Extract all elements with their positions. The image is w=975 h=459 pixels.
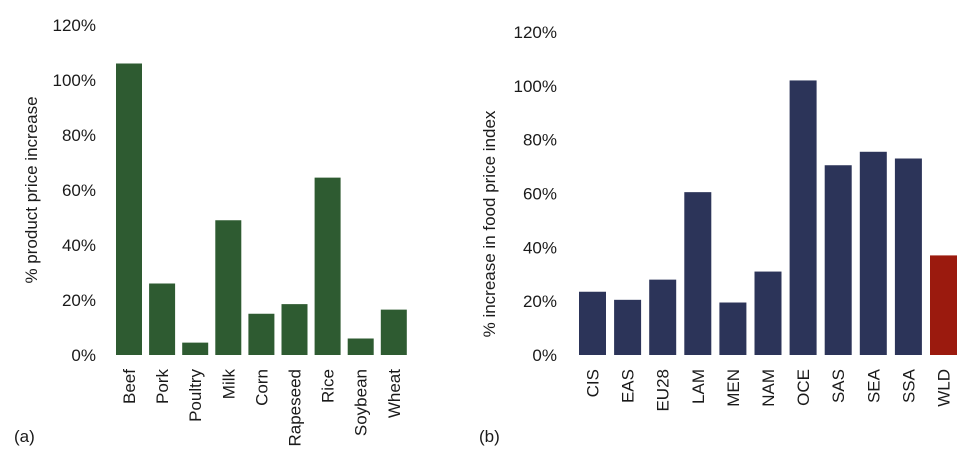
x-tick-label: Beef [120,369,139,404]
bar-milk [215,220,242,355]
bar-soybean [347,338,374,355]
x-tick-label: Soybean [352,369,371,436]
y-tick-label: 60% [62,181,96,200]
x-tick-label: SSA [899,368,918,403]
x-tick-label: SEA [864,368,883,403]
bar-corn [248,313,275,355]
chart-panel-b: % increase in food price index 0% 20% 40% 6… [479,23,957,446]
bar-rapeseed [281,304,308,355]
bar-eas [614,299,642,355]
y-axis-label: % increase in food price index [480,110,499,337]
x-tick-label: Pork [153,369,172,404]
x-tick-label: NAM [759,369,778,407]
bar-lam [684,192,712,355]
x-tick-label: Rapeseed [286,369,305,447]
y-tick-label: 120% [514,23,557,42]
y-tick-label: 20% [62,291,96,310]
y-tick-label: 40% [523,238,557,257]
x-tick-label: Poultry [186,369,205,422]
bar-pork [149,283,176,355]
x-tick-label: Rice [319,369,338,403]
bar-poultry [182,342,209,355]
x-axis-ticks: CIS EAS EU28 LAM MEN NAM OCE SAS SEA SSA WLD [584,368,954,411]
y-tick-label: 100% [514,77,557,96]
x-tick-label: Milk [219,369,238,400]
x-tick-label: OCE [794,369,813,406]
x-tick-label: Wheat [385,369,404,418]
bar-nam [754,271,782,355]
bar-wld [930,255,957,355]
y-tick-label: 100% [53,71,96,90]
bar-sea [859,151,887,355]
bar-cis [579,291,606,355]
y-tick-label: 0% [532,346,557,365]
y-axis-ticks: 0% 20% 40% 60% 80% 100% 120% [514,23,557,365]
y-tick-label: 80% [523,131,557,150]
x-tick-label: SAS [829,369,848,403]
x-tick-label: EAS [619,369,638,403]
bar-rice [314,177,341,355]
y-axis-ticks: 0% 20% 40% 60% 80% 100% 120% [53,16,96,365]
x-tick-label: EU28 [654,369,673,412]
y-tick-label: 40% [62,236,96,255]
x-tick-label: Corn [252,369,271,406]
bar-oce [789,80,817,355]
panel-label: (a) [14,427,35,446]
y-tick-label: 20% [523,292,557,311]
bar-series [116,63,407,355]
y-tick-label: 60% [523,185,557,204]
x-tick-label: WLD [935,369,954,407]
bar-sas [824,165,852,355]
bar-ssa [894,158,922,355]
chart-panel-a: % product price increase 0% 20% 40% 60% 80% 1… [14,16,407,447]
y-tick-label: 0% [71,346,96,365]
y-tick-label: 120% [53,16,96,35]
x-tick-label: CIS [584,369,603,397]
bar-wheat [380,309,407,355]
x-axis-ticks: Beef Pork Poultry Milk Corn Rapeseed Rice Soybe… [120,369,404,447]
x-tick-label: LAM [689,369,708,404]
bar-eu28 [649,279,677,355]
panel-label: (b) [479,427,500,446]
bar-men [719,302,747,355]
y-tick-label: 80% [62,126,96,145]
bar-series [579,80,957,355]
bar-beef [116,63,142,355]
y-axis-label: % product price increase [22,96,41,283]
x-tick-label: MEN [724,369,743,407]
